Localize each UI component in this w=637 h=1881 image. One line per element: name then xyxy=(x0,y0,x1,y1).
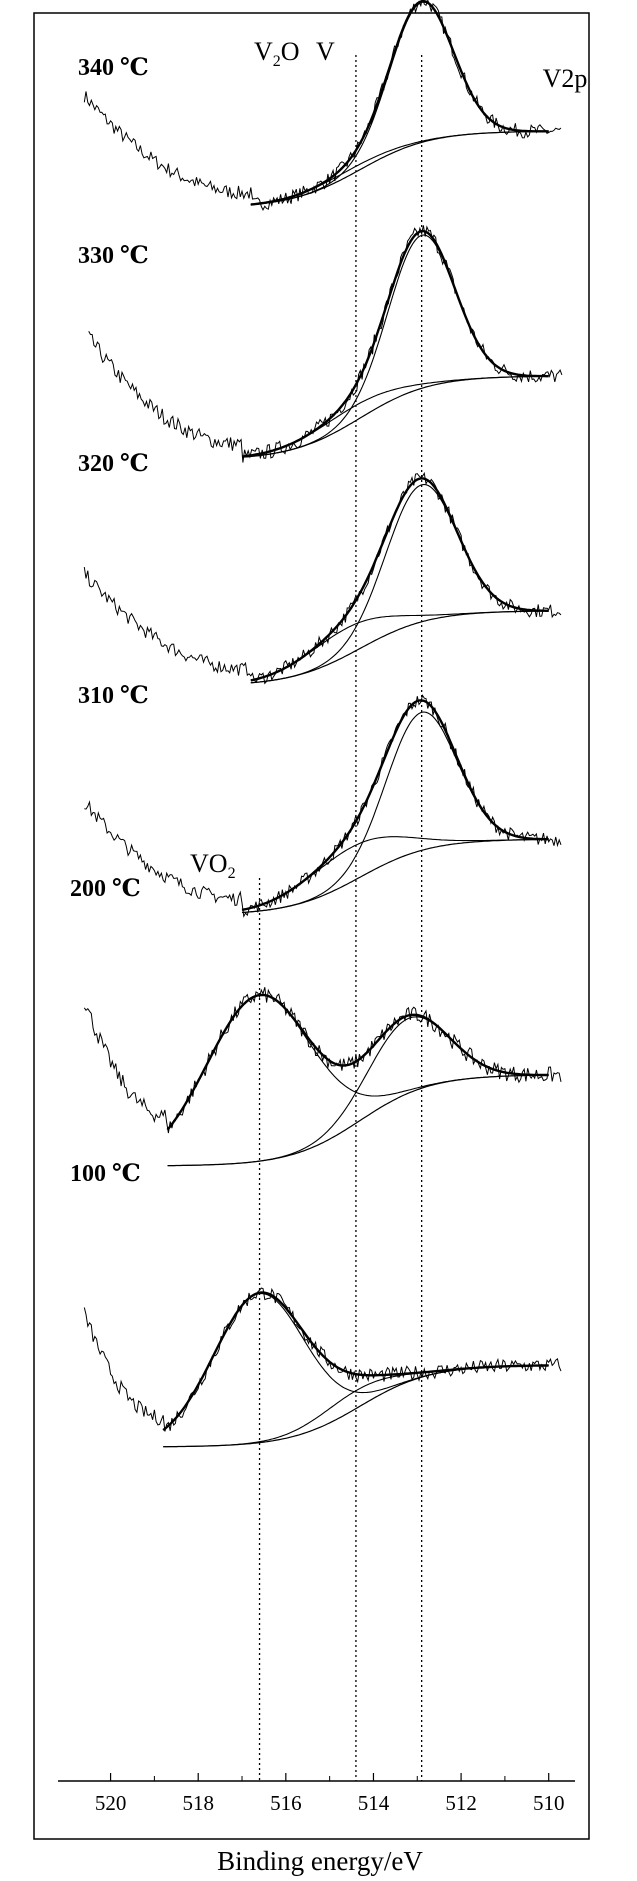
temperature-label: 320 ℃ xyxy=(78,451,149,477)
spectra-layer: 340 ℃ 330 ℃ 320 ℃ 310 ℃ 200 ℃ 100 ℃ xyxy=(70,0,563,1448)
peak-label-main: VO xyxy=(190,849,228,878)
fit-component-line xyxy=(250,610,540,681)
x-axis-ticks: 520 518 516 514 512 510 xyxy=(95,1773,565,1815)
fit-envelope-line xyxy=(162,1291,549,1432)
background-line xyxy=(250,610,549,684)
fit-component-line xyxy=(163,1364,540,1448)
raw-spectrum-line xyxy=(83,1287,562,1432)
spectrum-group-2: 330 ℃ xyxy=(78,225,563,463)
x-tick-label-510: 510 xyxy=(533,1791,565,1815)
x-axis-title: Binding energy/eV xyxy=(217,1846,423,1876)
fit-component-line xyxy=(162,1292,540,1431)
fit-envelope-line xyxy=(166,993,549,1131)
raw-spectrum-line xyxy=(83,471,562,685)
peak-label-main: V xyxy=(254,37,273,66)
temperature-label: 310 ℃ xyxy=(78,683,149,709)
temperature-label: 330 ℃ xyxy=(78,243,149,269)
raw-spectrum-line xyxy=(84,694,562,918)
temperature-label: 200 ℃ xyxy=(70,876,141,902)
peak-label-3: V xyxy=(316,37,335,66)
panel-title-v2p: V2p xyxy=(543,64,588,93)
peak-label-main: V xyxy=(316,37,335,66)
x-tick-label-516: 516 xyxy=(270,1791,302,1815)
spectrum-group-4: 310 ℃ xyxy=(78,683,562,918)
x-tick-label-512: 512 xyxy=(445,1791,477,1815)
background-line xyxy=(250,130,549,206)
fit-component-line xyxy=(241,836,540,911)
fit-envelope-line xyxy=(250,477,549,682)
spectrum-group-5: 200 ℃ xyxy=(70,876,562,1167)
fit-component-line xyxy=(241,234,540,458)
peak-label-subscript: 2 xyxy=(273,53,281,70)
x-tick-label-514: 514 xyxy=(358,1791,390,1815)
fit-envelope-line xyxy=(250,0,549,206)
spectrum-group-6: 100 ℃ xyxy=(70,1161,562,1448)
fit-envelope-line xyxy=(241,699,549,912)
fit-envelope-line xyxy=(241,229,549,458)
peak-label-1: VO2 xyxy=(190,849,236,882)
peak-label-2: V2O xyxy=(254,37,300,70)
raw-spectrum-line xyxy=(83,987,562,1134)
background-line xyxy=(241,838,549,914)
x-tick-label-518: 518 xyxy=(182,1791,214,1815)
peak-label-subscript: 2 xyxy=(228,865,236,882)
raw-spectrum-line xyxy=(88,225,563,463)
spectrum-group-1: 340 ℃ xyxy=(78,0,562,212)
fit-component-line xyxy=(250,1,540,206)
temperature-label: 100 ℃ xyxy=(70,1161,141,1187)
raw-spectrum-line xyxy=(83,0,562,212)
temperature-label: 340 ℃ xyxy=(78,55,149,81)
plot-frame xyxy=(33,12,590,1840)
x-tick-label-520: 520 xyxy=(95,1791,127,1815)
spectrum-group-3: 320 ℃ xyxy=(78,451,562,685)
peak-label-suffix: O xyxy=(281,37,300,66)
